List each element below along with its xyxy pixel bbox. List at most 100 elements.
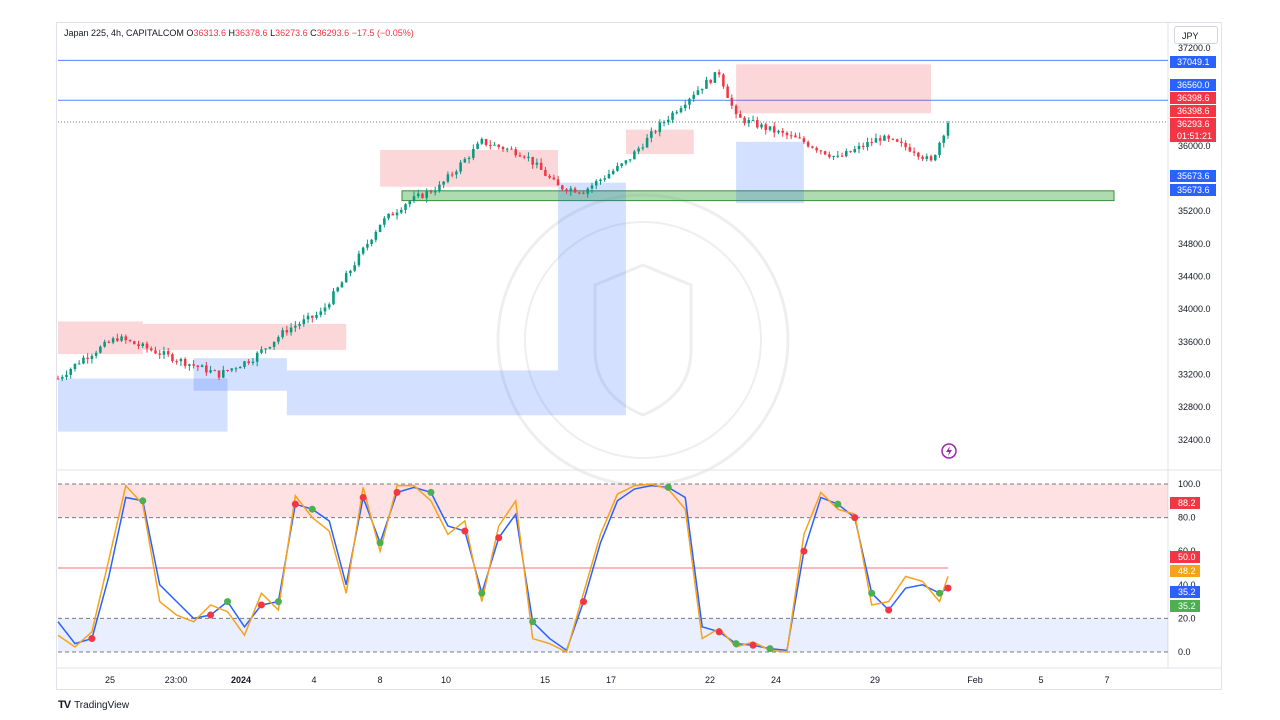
candle-body — [154, 350, 157, 354]
candle-body — [99, 346, 102, 353]
candle — [289, 323, 293, 336]
candle — [857, 142, 861, 154]
candle — [607, 169, 611, 179]
candle-body — [226, 369, 229, 371]
candle-body — [861, 145, 865, 148]
cross-marker — [359, 493, 367, 501]
candle-body — [743, 117, 746, 124]
stoch-tag-label: 50.0 — [1178, 552, 1196, 562]
candle — [874, 133, 878, 143]
candle-body — [484, 139, 488, 145]
candle-body — [654, 131, 657, 133]
stoch-tick-label: 100.0 — [1178, 479, 1201, 489]
low-label: L — [270, 28, 276, 38]
candle-body — [82, 357, 85, 364]
candle — [107, 340, 111, 344]
candle — [251, 358, 255, 366]
price-tag-bg — [1170, 118, 1216, 130]
cross-marker — [139, 497, 147, 505]
candle — [128, 339, 132, 343]
price-tag-label: 37049.1 — [1177, 57, 1210, 67]
candle-body — [336, 287, 339, 292]
candle — [705, 76, 708, 89]
candle-body — [196, 365, 200, 368]
candle — [861, 142, 865, 150]
candle-body — [667, 119, 670, 123]
time-tick-label: 7 — [1104, 675, 1109, 685]
candle — [713, 72, 717, 83]
candle-body — [489, 144, 492, 146]
time-tick-label: 23:00 — [165, 675, 188, 685]
currency-button[interactable]: JPY — [1174, 26, 1218, 44]
candle — [658, 119, 662, 137]
candle — [302, 314, 306, 327]
candle-body — [836, 155, 840, 157]
candle-body — [726, 86, 729, 98]
tradingview-logo[interactable]: TV TradingView — [58, 699, 129, 711]
candle — [82, 355, 85, 365]
candle — [620, 162, 623, 169]
cross-marker — [88, 635, 96, 643]
candle — [162, 346, 166, 359]
candle — [141, 341, 145, 349]
candle — [294, 321, 297, 332]
candle-body — [891, 138, 895, 140]
candle-body — [527, 156, 530, 158]
candle-body — [302, 319, 306, 325]
time-tick-label: 29 — [870, 675, 880, 685]
candle — [845, 148, 848, 158]
candle-body — [679, 108, 683, 113]
candle — [768, 126, 772, 132]
time-tick-label: 4 — [311, 675, 316, 685]
cross-marker — [800, 547, 808, 555]
price-tag-bg — [1170, 92, 1216, 104]
candle — [573, 186, 577, 193]
close-value: 36293.6 — [316, 28, 350, 38]
candle — [366, 239, 369, 251]
candle — [938, 141, 941, 158]
candle — [116, 333, 119, 342]
candle — [421, 192, 424, 199]
candle — [883, 134, 886, 142]
candle — [429, 189, 433, 195]
change-value: −17.5 (−0.05%) — [351, 28, 414, 38]
price-tag-label: 35673.6 — [1177, 171, 1210, 181]
candle — [878, 135, 882, 146]
symbol-name: Japan 225, 4h, CAPITALCOM — [64, 28, 184, 38]
candle-body — [747, 120, 751, 124]
candle-body — [569, 188, 573, 192]
candle-body — [60, 377, 64, 379]
candle-body — [357, 253, 361, 266]
stoch-tick-label: 0.0 — [1178, 647, 1191, 657]
candle-body — [361, 247, 365, 254]
candle — [887, 134, 890, 142]
candle-body — [561, 185, 564, 190]
price-tag-label: 36560.0 — [1177, 80, 1210, 90]
candle-body — [277, 337, 280, 342]
candle-body — [624, 160, 628, 164]
candle — [73, 363, 77, 372]
cross-marker — [851, 514, 859, 522]
candle — [285, 325, 289, 336]
candle — [654, 129, 657, 135]
candle-body — [476, 143, 479, 149]
candle-body — [387, 213, 390, 219]
candle — [870, 137, 873, 147]
candle — [891, 138, 895, 141]
cross-marker — [732, 640, 740, 648]
candle — [497, 143, 501, 150]
candle-body — [391, 213, 395, 216]
candle-body — [946, 123, 950, 136]
candle — [772, 122, 776, 138]
candle-body — [908, 147, 912, 152]
symbol-legend: Japan 225, 4h, CAPITALCOM O36313.6 H3637… — [64, 28, 414, 38]
candle — [400, 207, 403, 214]
candle-body — [255, 352, 259, 362]
candle — [124, 334, 128, 344]
candle-body — [285, 330, 289, 333]
candle — [213, 369, 217, 372]
candle — [853, 145, 857, 154]
candle-body — [857, 145, 861, 150]
cross-marker — [376, 539, 384, 547]
